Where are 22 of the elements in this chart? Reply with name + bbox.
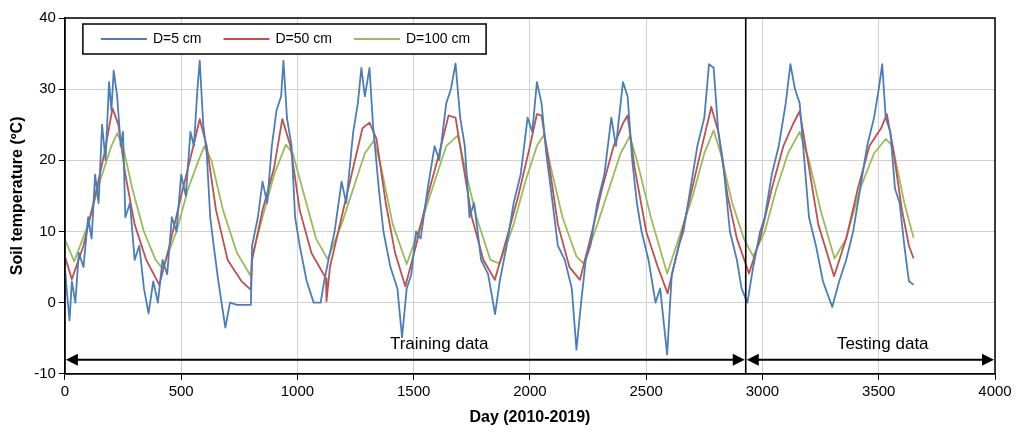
y-tick-label: 20 <box>39 150 56 168</box>
x-axis-title: Day (2010-2019) <box>469 407 591 425</box>
x-tick-label: 1000 <box>280 381 315 399</box>
annotation: Training data <box>389 334 490 354</box>
y-tick-label: 10 <box>39 221 56 239</box>
x-tick-label: 2500 <box>629 381 663 399</box>
legend-label: D=50 cm <box>275 29 332 46</box>
x-tick-label: 4000 <box>978 381 1012 399</box>
y-tick-label: 40 <box>39 8 56 26</box>
y-tick-label: 0 <box>47 292 56 310</box>
y-axis-title: Soil temperature (ºC) <box>8 116 26 276</box>
x-tick-label: 3500 <box>862 381 896 399</box>
x-tick-label: 1500 <box>396 381 431 399</box>
legend-label: D=100 cm <box>405 29 471 46</box>
legend-label: D=5 cm <box>152 29 202 46</box>
x-tick-label: 0 <box>60 381 70 399</box>
y-tick-label: 30 <box>39 79 56 97</box>
y-tick-label: -10 <box>34 363 56 381</box>
annotation: Testing data <box>836 334 930 354</box>
x-tick-label: 3000 <box>745 381 780 399</box>
x-tick-label: 500 <box>168 381 194 399</box>
x-tick-label: 2000 <box>513 381 547 399</box>
